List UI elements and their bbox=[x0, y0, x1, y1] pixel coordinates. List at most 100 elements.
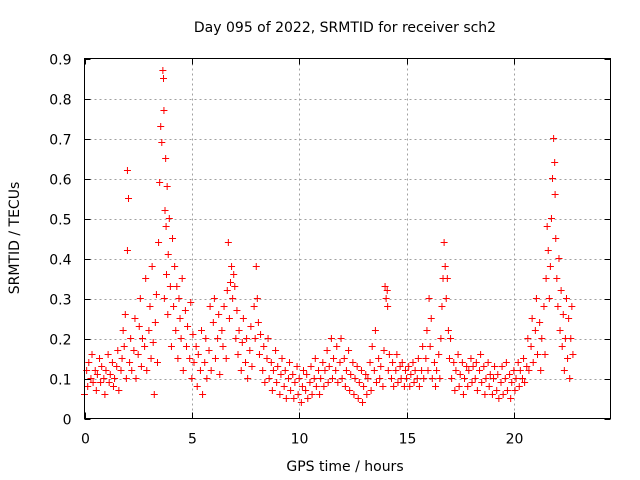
data-point bbox=[174, 355, 182, 362]
data-point bbox=[557, 287, 565, 294]
data-point bbox=[96, 355, 104, 362]
data-point bbox=[111, 375, 119, 382]
data-point bbox=[160, 107, 168, 114]
data-point bbox=[463, 363, 471, 370]
data-point bbox=[186, 355, 194, 362]
data-point bbox=[225, 315, 233, 322]
data-point bbox=[471, 375, 479, 382]
data-point bbox=[263, 355, 271, 362]
data-point bbox=[536, 319, 544, 326]
data-point bbox=[433, 367, 441, 374]
data-point bbox=[248, 363, 256, 370]
data-point bbox=[447, 335, 455, 342]
data-point bbox=[514, 359, 522, 366]
data-point bbox=[472, 359, 480, 366]
data-point bbox=[302, 387, 310, 394]
data-point bbox=[427, 315, 435, 322]
data-point bbox=[414, 355, 422, 362]
data-point bbox=[171, 263, 179, 270]
data-point bbox=[93, 371, 101, 378]
y-tick-label: 0.6 bbox=[49, 173, 71, 189]
data-point bbox=[87, 375, 95, 382]
data-point bbox=[160, 295, 168, 302]
data-point bbox=[366, 359, 374, 366]
data-point bbox=[246, 347, 254, 354]
data-point bbox=[443, 275, 451, 282]
data-point bbox=[160, 75, 168, 82]
data-point bbox=[432, 383, 440, 390]
data-point bbox=[135, 323, 143, 330]
data-point bbox=[531, 327, 539, 334]
data-point bbox=[317, 375, 325, 382]
data-point bbox=[137, 363, 145, 370]
data-point bbox=[422, 355, 430, 362]
data-point bbox=[143, 367, 151, 374]
data-point bbox=[418, 367, 426, 374]
data-point bbox=[148, 263, 156, 270]
data-point bbox=[477, 351, 485, 358]
data-point bbox=[384, 303, 392, 310]
data-point bbox=[549, 175, 557, 182]
data-point bbox=[278, 355, 286, 362]
data-point bbox=[177, 335, 185, 342]
data-point bbox=[534, 351, 542, 358]
data-point bbox=[521, 379, 529, 386]
data-point bbox=[100, 375, 108, 382]
data-point bbox=[298, 383, 306, 390]
data-point bbox=[155, 239, 163, 246]
data-point bbox=[543, 223, 551, 230]
data-point bbox=[435, 351, 443, 358]
data-point bbox=[130, 347, 138, 354]
data-point bbox=[157, 123, 165, 130]
data-point bbox=[473, 387, 481, 394]
data-point bbox=[413, 375, 421, 382]
data-point bbox=[511, 387, 519, 394]
data-point bbox=[360, 383, 368, 390]
data-point bbox=[553, 275, 561, 282]
data-point bbox=[506, 371, 514, 378]
data-point bbox=[259, 367, 267, 374]
data-point bbox=[398, 359, 406, 366]
data-point bbox=[406, 383, 414, 390]
data-point bbox=[405, 363, 413, 370]
data-point bbox=[201, 359, 209, 366]
data-point bbox=[375, 355, 383, 362]
data-point bbox=[551, 159, 559, 166]
data-point bbox=[426, 343, 434, 350]
data-point bbox=[491, 363, 499, 370]
data-point bbox=[92, 387, 100, 394]
data-point bbox=[134, 351, 142, 358]
data-point bbox=[392, 367, 400, 374]
data-point bbox=[141, 343, 149, 350]
data-point bbox=[254, 319, 262, 326]
data-point bbox=[146, 303, 154, 310]
data-point bbox=[542, 275, 550, 282]
data-point bbox=[264, 335, 272, 342]
data-point bbox=[555, 255, 563, 262]
data-point bbox=[243, 335, 251, 342]
data-point bbox=[311, 355, 319, 362]
data-point bbox=[260, 343, 268, 350]
data-point bbox=[132, 375, 140, 382]
data-point bbox=[494, 371, 502, 378]
data-point bbox=[424, 367, 432, 374]
data-point bbox=[306, 379, 314, 386]
data-point bbox=[192, 343, 200, 350]
data-point bbox=[467, 355, 475, 362]
data-point bbox=[269, 367, 277, 374]
x-tick-label: 0 bbox=[81, 432, 90, 448]
data-point bbox=[224, 239, 232, 246]
data-point bbox=[498, 363, 506, 370]
data-point bbox=[332, 367, 340, 374]
data-point bbox=[123, 247, 131, 254]
data-point bbox=[347, 371, 355, 378]
data-point bbox=[468, 379, 476, 386]
data-point bbox=[497, 379, 505, 386]
data-point bbox=[206, 303, 214, 310]
data-point bbox=[403, 375, 411, 382]
x-tick-label: 5 bbox=[188, 432, 197, 448]
data-point bbox=[464, 383, 472, 390]
data-point bbox=[486, 371, 494, 378]
data-point bbox=[101, 391, 109, 398]
